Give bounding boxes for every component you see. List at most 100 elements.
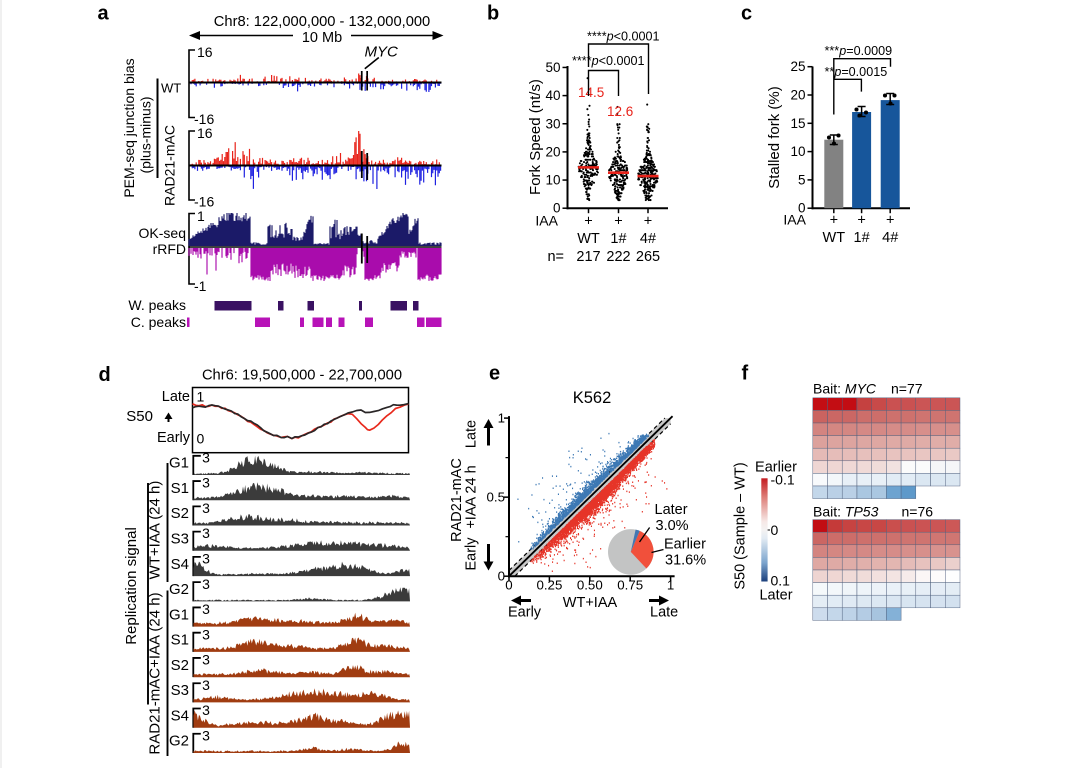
svg-text:Late: Late (650, 605, 678, 621)
svg-text:S50 (Sample – WT): S50 (Sample – WT) (733, 462, 749, 589)
svg-text:16: 16 (197, 44, 213, 60)
svg-text:+: + (614, 214, 622, 230)
svg-text:15: 15 (790, 116, 805, 131)
svg-text:Late: Late (464, 420, 480, 448)
svg-text:OK-seq: OK-seq (139, 225, 186, 241)
svg-text:Replication signal: Replication signal (123, 527, 140, 645)
svg-text:S50: S50 (126, 408, 153, 425)
svg-text:-1: -1 (194, 278, 207, 294)
svg-text:RAD21-mAC: RAD21-mAC (162, 125, 178, 206)
svg-text:3: 3 (202, 525, 210, 541)
svg-text:e: e (489, 363, 500, 385)
svg-text:14.5: 14.5 (578, 85, 604, 100)
svg-text:3: 3 (202, 677, 210, 693)
svg-text:0.1: 0.1 (771, 573, 791, 589)
svg-text:0.5: 0.5 (487, 490, 506, 505)
svg-text:**p=0.0015: **p=0.0015 (825, 65, 888, 79)
svg-text:W. peaks: W. peaks (128, 297, 186, 313)
svg-text:Later: Later (655, 502, 688, 518)
svg-text:G2: G2 (169, 581, 189, 598)
svg-text:-16: -16 (194, 111, 214, 127)
svg-text:1#: 1# (854, 230, 870, 246)
svg-text:WT: WT (577, 231, 600, 247)
svg-text:5: 5 (798, 172, 806, 187)
svg-text:20: 20 (790, 88, 805, 103)
svg-text:265: 265 (636, 249, 660, 265)
svg-text:b: b (487, 3, 499, 25)
svg-text:G2: G2 (169, 733, 189, 750)
svg-text:0.25: 0.25 (536, 577, 562, 592)
svg-text:20: 20 (545, 144, 560, 159)
svg-text:50: 50 (545, 60, 560, 75)
svg-text:S3: S3 (171, 682, 189, 699)
svg-text:G1: G1 (169, 455, 189, 472)
svg-text:Early: Early (157, 430, 191, 446)
svg-text:***p=0.0009: ***p=0.0009 (825, 44, 893, 58)
svg-text:0: 0 (197, 431, 205, 447)
svg-text:MYC: MYC (365, 44, 399, 61)
svg-text:WT: WT (823, 230, 846, 246)
svg-text:25: 25 (790, 59, 805, 74)
svg-text:IAA: IAA (783, 212, 806, 228)
svg-text:30: 30 (545, 116, 560, 131)
svg-text:S3: S3 (171, 531, 189, 548)
svg-text:Earlier: Earlier (755, 460, 797, 476)
svg-text:Fork Speed (nt/s): Fork Speed (nt/s) (527, 79, 544, 195)
svg-text:n=: n= (547, 249, 564, 265)
svg-text:222: 222 (606, 249, 630, 265)
svg-text:K562: K562 (573, 389, 612, 407)
svg-text:IAA: IAA (535, 213, 558, 229)
svg-text:0: 0 (505, 577, 512, 592)
svg-text:Later: Later (759, 588, 792, 604)
svg-text:Early: Early (464, 537, 480, 571)
svg-text:16: 16 (197, 125, 213, 141)
svg-text:217: 217 (576, 249, 600, 265)
svg-text:WT+IAA: WT+IAA (563, 595, 618, 611)
svg-text:-16: -16 (194, 194, 214, 210)
svg-text:Earlier: Earlier (664, 537, 706, 553)
svg-text:RAD21-mAC+IAA (24 h): RAD21-mAC+IAA (24 h) (147, 592, 164, 754)
svg-text:3: 3 (202, 449, 210, 465)
svg-text:PEM-seq junction bias: PEM-seq junction bias (121, 58, 137, 197)
svg-text:0.75: 0.75 (617, 577, 643, 592)
svg-text:Late: Late (162, 389, 190, 405)
svg-text:C. peaks: C. peaks (131, 314, 186, 330)
svg-text:f: f (742, 363, 749, 385)
svg-text:0: 0 (553, 201, 561, 216)
svg-text:0.50: 0.50 (577, 577, 603, 592)
svg-text:RAD21-mAC: RAD21-mAC (449, 458, 465, 542)
svg-text:3: 3 (202, 475, 210, 491)
svg-text:WT+IAA (24 h): WT+IAA (24 h) (147, 481, 164, 580)
svg-text:Early: Early (508, 605, 542, 621)
svg-text:d: d (99, 364, 111, 386)
svg-text:Stalled fork (%): Stalled fork (%) (766, 86, 783, 189)
svg-text:1: 1 (197, 389, 205, 405)
svg-text:1: 1 (498, 411, 505, 426)
svg-text:c: c (741, 3, 752, 25)
svg-text:Chr8: 122,000,000 - 132,000,00: Chr8: 122,000,000 - 132,000,000 (214, 14, 430, 30)
svg-text:S2: S2 (171, 505, 189, 522)
svg-text:1: 1 (667, 577, 674, 592)
svg-text:3: 3 (202, 727, 210, 743)
svg-text:3: 3 (202, 576, 210, 592)
svg-text:Bait: TP53: Bait: TP53 (813, 504, 879, 520)
svg-text:10: 10 (545, 173, 560, 188)
svg-text:3: 3 (202, 601, 210, 617)
svg-text:40: 40 (545, 88, 560, 103)
svg-text:S4: S4 (171, 707, 189, 724)
svg-text:+: + (886, 213, 894, 229)
svg-text:31.6%: 31.6% (665, 553, 706, 569)
svg-text:S2: S2 (171, 657, 189, 674)
svg-text:+: + (584, 214, 592, 230)
svg-text:a: a (98, 3, 110, 25)
svg-text:-0.1: -0.1 (771, 472, 795, 488)
svg-text:0: 0 (498, 569, 505, 584)
svg-text:10 Mb: 10 Mb (302, 30, 342, 46)
svg-text:G1: G1 (169, 606, 189, 623)
svg-text:0: 0 (771, 522, 779, 538)
svg-text:3: 3 (202, 652, 210, 668)
svg-text:n=77: n=77 (891, 381, 923, 397)
svg-text:4#: 4# (882, 230, 898, 246)
svg-text:+: + (644, 214, 652, 230)
svg-text:rRFD: rRFD (153, 241, 186, 257)
